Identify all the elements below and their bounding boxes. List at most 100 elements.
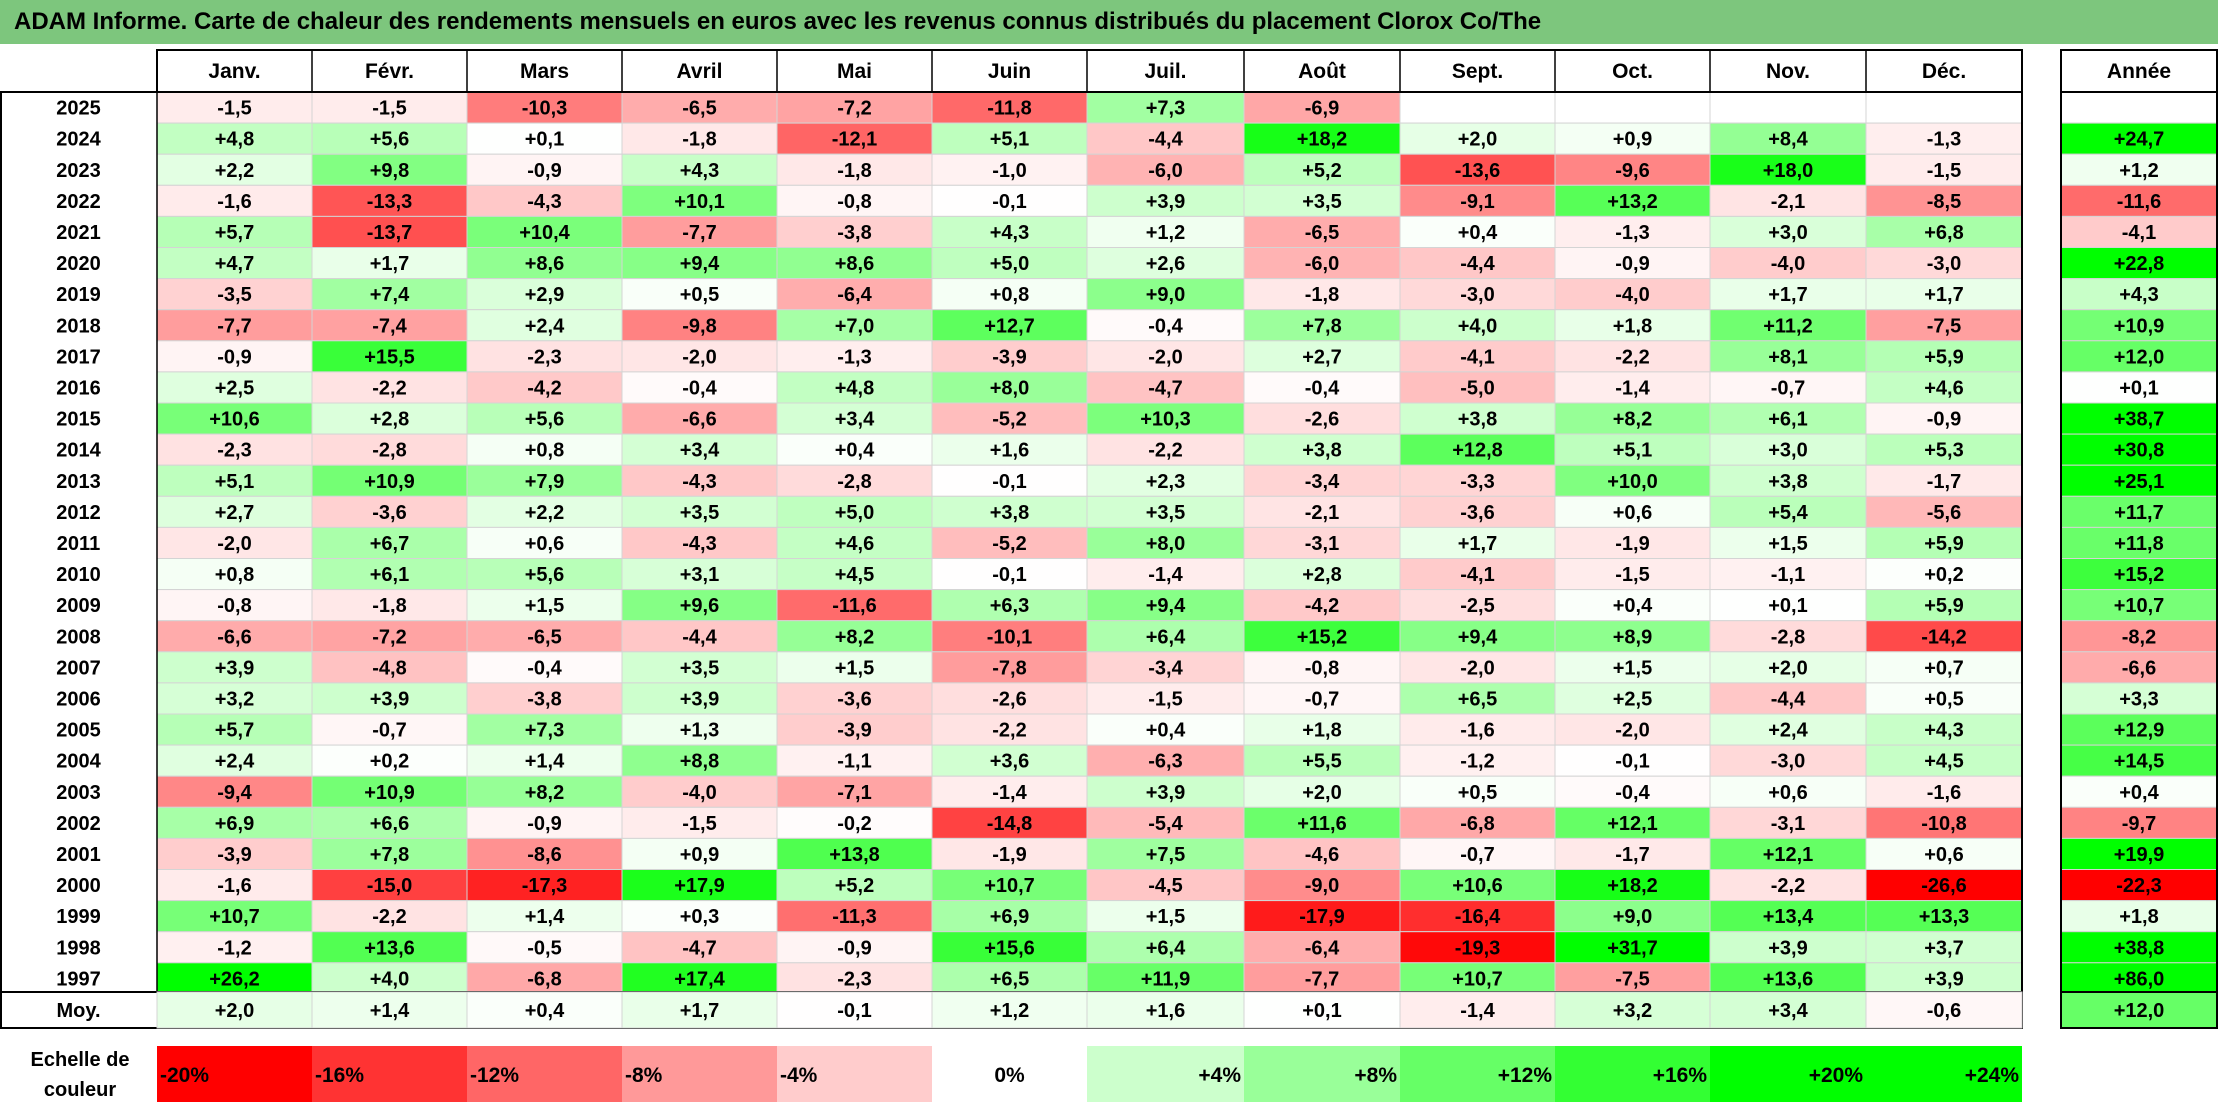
month-header: Juil. bbox=[1144, 60, 1186, 83]
cell-value: -6,5 bbox=[527, 626, 561, 648]
cell-value: -1,5 bbox=[1615, 564, 1649, 586]
heatmap-cell bbox=[156, 869, 313, 902]
year-label: 2016 bbox=[56, 377, 101, 399]
cell-value: -3,5 bbox=[217, 284, 251, 306]
cell-value: -3,1 bbox=[1771, 813, 1805, 835]
year-label: 2024 bbox=[56, 129, 101, 151]
cell-value: -0,4 bbox=[1615, 782, 1650, 804]
heatmap-cell bbox=[621, 900, 778, 933]
heatmap-cell bbox=[1865, 775, 2023, 808]
heatmap-cell bbox=[776, 589, 933, 622]
heatmap-cell bbox=[311, 153, 468, 186]
cell-value: +9,4 bbox=[1458, 626, 1498, 648]
heatmap-cell bbox=[1554, 247, 1711, 280]
cell-value: -3,0 bbox=[1927, 253, 1961, 275]
annual-value: +15,2 bbox=[2114, 564, 2165, 586]
cell-value: +2,8 bbox=[1302, 564, 1341, 586]
heatmap-cell bbox=[156, 526, 313, 560]
year-label: 2002 bbox=[56, 813, 101, 835]
heatmap-cell bbox=[1554, 309, 1711, 342]
cell-value: +18,0 bbox=[1763, 160, 1814, 182]
heatmap-cell bbox=[1709, 651, 1867, 684]
heatmap-cell bbox=[776, 713, 933, 746]
heatmap-cell bbox=[1554, 806, 1711, 839]
cell-value: +5,6 bbox=[370, 129, 409, 151]
cell-value: -0,7 bbox=[372, 720, 406, 742]
report-title: ADAM Informe. Carte de chaleur des rende… bbox=[0, 0, 2218, 44]
heatmap-cell bbox=[1086, 620, 1245, 653]
cell-value: -1,5 bbox=[1148, 688, 1182, 710]
cell-value: +1,2 bbox=[1146, 222, 1185, 244]
annual-value: -4,1 bbox=[2122, 222, 2156, 244]
cell-value: +10,6 bbox=[209, 409, 260, 431]
cell-value: -2,8 bbox=[372, 440, 406, 462]
annual-cell bbox=[2060, 620, 2218, 653]
scale-swatch bbox=[1087, 1046, 1244, 1102]
heatmap-cell bbox=[466, 247, 623, 280]
cell-value: +17,9 bbox=[674, 875, 725, 897]
cell-value: +0,7 bbox=[1924, 657, 1963, 679]
cell-value: -2,3 bbox=[527, 346, 561, 368]
cell-value: +1,7 bbox=[1768, 284, 1807, 306]
scale-swatch bbox=[777, 1046, 932, 1102]
month-header: Janv. bbox=[208, 60, 260, 83]
average-label: Moy. bbox=[56, 1000, 100, 1022]
heatmap-cell bbox=[1243, 558, 1401, 591]
month-header: Mars bbox=[520, 60, 569, 83]
cell-value: +4,6 bbox=[835, 533, 874, 555]
heatmap-cell bbox=[1865, 402, 2023, 435]
heatmap-cell bbox=[621, 620, 778, 653]
year-label: 2008 bbox=[56, 626, 101, 648]
heatmap-cell bbox=[1709, 371, 1867, 404]
heatmap-cell bbox=[776, 651, 933, 684]
annual-cell bbox=[2060, 962, 2218, 995]
cell-value: -2,0 bbox=[1148, 346, 1182, 368]
cell-value: -9,0 bbox=[1305, 875, 1339, 897]
annual-value: -8,2 bbox=[2122, 626, 2156, 648]
cell-value: -4,1 bbox=[1460, 346, 1494, 368]
heatmap-cell bbox=[1399, 464, 1556, 497]
cell-value: -4,0 bbox=[1771, 253, 1805, 275]
cell-value: +3,8 bbox=[1458, 409, 1497, 431]
cell-value: -1,5 bbox=[1927, 160, 1961, 182]
heatmap-cell bbox=[1086, 91, 1245, 124]
heatmap-cell bbox=[776, 433, 933, 466]
heatmap-cell bbox=[1086, 122, 1245, 155]
annual-value: +38,7 bbox=[2114, 409, 2165, 431]
cell-value: +10,4 bbox=[519, 222, 570, 244]
cell-value: +17,4 bbox=[674, 968, 725, 990]
cell-value: -1,0 bbox=[992, 160, 1026, 182]
heatmap-cell bbox=[1399, 775, 1556, 808]
cell-value: -2,3 bbox=[837, 968, 871, 990]
cell-value: +3,7 bbox=[1924, 937, 1963, 959]
heatmap-cell bbox=[1086, 869, 1245, 902]
heatmap-cell bbox=[311, 122, 468, 155]
cell-value: +10,1 bbox=[674, 191, 725, 213]
heatmap-cell bbox=[1243, 713, 1401, 746]
cell-value: -0,4 bbox=[682, 377, 717, 399]
cell-value: +5,0 bbox=[990, 253, 1029, 275]
heatmap-cell bbox=[1243, 651, 1401, 684]
heatmap-cell bbox=[466, 184, 623, 217]
cell-value: +5,4 bbox=[1768, 502, 1808, 524]
cell-value: -1,7 bbox=[1615, 844, 1649, 866]
cell-value: +4,8 bbox=[215, 129, 254, 151]
cell-value: +4,7 bbox=[215, 253, 254, 275]
heatmap-cell bbox=[1554, 340, 1711, 373]
heatmap-cell bbox=[621, 433, 778, 466]
cell-value: -1,9 bbox=[992, 844, 1026, 866]
month-header: Déc. bbox=[1922, 60, 1966, 83]
cell-value: -3,3 bbox=[1460, 471, 1494, 493]
cell-value: -9,4 bbox=[217, 782, 252, 804]
heatmap-cell bbox=[1243, 620, 1401, 653]
cell-value: -0,9 bbox=[527, 160, 561, 182]
cell-value: +6,4 bbox=[1146, 937, 1186, 959]
heatmap-cell bbox=[621, 869, 778, 902]
cell-value: +9,8 bbox=[370, 160, 409, 182]
annual-cell bbox=[2060, 340, 2218, 373]
cell-value: -6,0 bbox=[1305, 253, 1339, 275]
annual-value: +22,8 bbox=[2114, 253, 2165, 275]
average-annual-cell bbox=[2060, 991, 2218, 1029]
heatmap-cell bbox=[1086, 589, 1245, 622]
heatmap-cell bbox=[1709, 620, 1867, 653]
